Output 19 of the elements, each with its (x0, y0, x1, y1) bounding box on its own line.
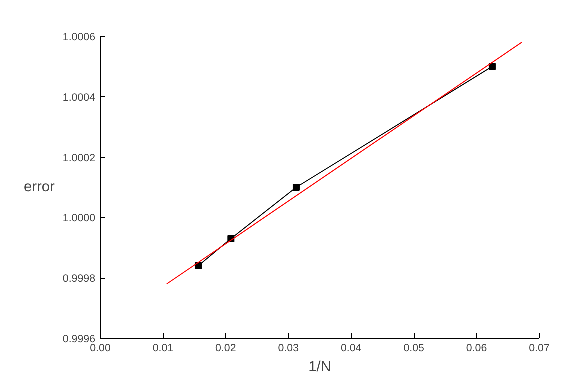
point (488, 63, 496, 70)
y-tick-label: 1.0006 (62, 32, 96, 44)
y-tick-label: 0.9996 (62, 334, 96, 346)
x-tick-label: 0.05 (404, 342, 425, 354)
y-tick-label: 1.0002 (62, 152, 96, 164)
point (292, 184, 300, 191)
x-tick-label: 0.02 (216, 342, 236, 354)
y-tick-label: 1.0004 (62, 92, 96, 104)
y-axis-title: error (24, 180, 56, 196)
x-tick-label: 0.01 (152, 342, 174, 354)
point (194, 262, 202, 270)
x-axis-title: 1/N (308, 360, 332, 376)
y-tick-label: 0.9998 (62, 273, 96, 286)
x-tick-label: 0.03 (278, 342, 300, 354)
x-tick-label: 0.07 (529, 342, 550, 354)
x-tick-label: 0.06 (466, 342, 488, 354)
y-tick-label: 1.0000 (62, 212, 96, 225)
x-tick-label: 0.00 (90, 342, 111, 354)
x-tick-label: 0.04 (340, 342, 362, 354)
